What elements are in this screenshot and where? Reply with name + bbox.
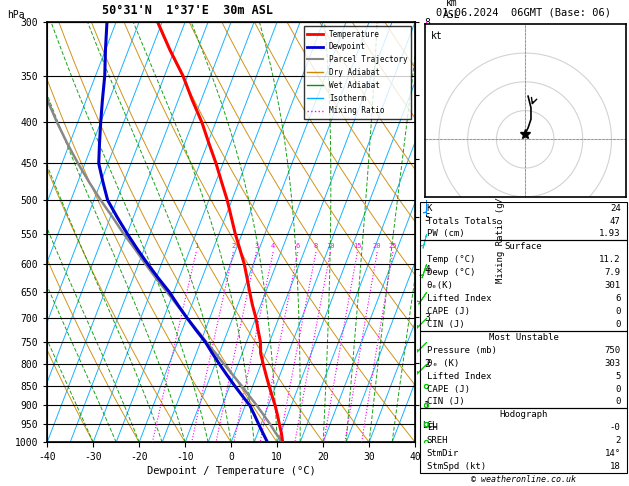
Text: Temp (°C): Temp (°C)	[426, 255, 475, 264]
Text: 750: 750	[604, 346, 621, 355]
Text: Mixing Ratio (g/kg): Mixing Ratio (g/kg)	[496, 181, 505, 283]
Text: 4: 4	[271, 243, 276, 249]
Text: 303: 303	[604, 359, 621, 368]
Text: 20: 20	[373, 243, 381, 249]
Text: 18: 18	[610, 462, 621, 471]
Text: 25: 25	[389, 243, 397, 249]
Text: 01.06.2024  06GMT (Base: 06): 01.06.2024 06GMT (Base: 06)	[436, 7, 611, 17]
Text: CAPE (J): CAPE (J)	[426, 384, 470, 394]
Text: Surface: Surface	[505, 243, 542, 251]
Text: © weatheronline.co.uk: © weatheronline.co.uk	[471, 474, 576, 484]
Text: 24: 24	[610, 204, 621, 213]
Text: kt: kt	[431, 31, 442, 41]
Text: EH: EH	[426, 423, 437, 433]
Text: Dewp (°C): Dewp (°C)	[426, 268, 475, 278]
Text: Lifted Index: Lifted Index	[426, 372, 491, 381]
Text: 5: 5	[615, 372, 621, 381]
Text: 1.93: 1.93	[599, 229, 621, 239]
Text: PW (cm): PW (cm)	[426, 229, 464, 239]
Text: SREH: SREH	[426, 436, 448, 445]
Text: StmSpd (kt): StmSpd (kt)	[426, 462, 486, 471]
Text: StmDir: StmDir	[426, 449, 459, 458]
Text: LCL: LCL	[423, 421, 438, 430]
Text: 14°: 14°	[604, 449, 621, 458]
Text: θₑ(K): θₑ(K)	[426, 281, 454, 290]
Text: 15: 15	[353, 243, 362, 249]
Text: km
ASL: km ASL	[443, 0, 461, 20]
Text: Most Unstable: Most Unstable	[489, 333, 559, 342]
Text: 0: 0	[615, 398, 621, 406]
Text: CIN (J): CIN (J)	[426, 320, 464, 329]
Text: Hodograph: Hodograph	[499, 410, 548, 419]
Text: 3: 3	[254, 243, 259, 249]
Text: Lifted Index: Lifted Index	[426, 294, 491, 303]
Text: θₑ (K): θₑ (K)	[426, 359, 459, 368]
Text: 0: 0	[615, 320, 621, 329]
Text: Pressure (mb): Pressure (mb)	[426, 346, 496, 355]
Text: 0: 0	[615, 307, 621, 316]
Text: 7.9: 7.9	[604, 268, 621, 278]
Text: 8: 8	[314, 243, 318, 249]
Text: 301: 301	[604, 281, 621, 290]
X-axis label: Dewpoint / Temperature (°C): Dewpoint / Temperature (°C)	[147, 466, 316, 476]
Text: -0: -0	[610, 423, 621, 433]
Legend: Temperature, Dewpoint, Parcel Trajectory, Dry Adiabat, Wet Adiabat, Isotherm, Mi: Temperature, Dewpoint, Parcel Trajectory…	[304, 26, 411, 119]
Text: 6: 6	[615, 294, 621, 303]
Text: 10: 10	[326, 243, 335, 249]
Text: 0: 0	[615, 384, 621, 394]
Text: CIN (J): CIN (J)	[426, 398, 464, 406]
Text: 6: 6	[296, 243, 300, 249]
Text: 1: 1	[194, 243, 198, 249]
Text: 2: 2	[231, 243, 235, 249]
Text: CAPE (J): CAPE (J)	[426, 307, 470, 316]
Text: Totals Totals: Totals Totals	[426, 217, 496, 226]
Text: 50°31'N  1°37'E  30m ASL: 50°31'N 1°37'E 30m ASL	[101, 4, 272, 17]
Text: 47: 47	[610, 217, 621, 226]
Text: K: K	[426, 204, 432, 213]
Text: hPa: hPa	[7, 10, 25, 20]
Text: 11.2: 11.2	[599, 255, 621, 264]
Text: 2: 2	[615, 436, 621, 445]
